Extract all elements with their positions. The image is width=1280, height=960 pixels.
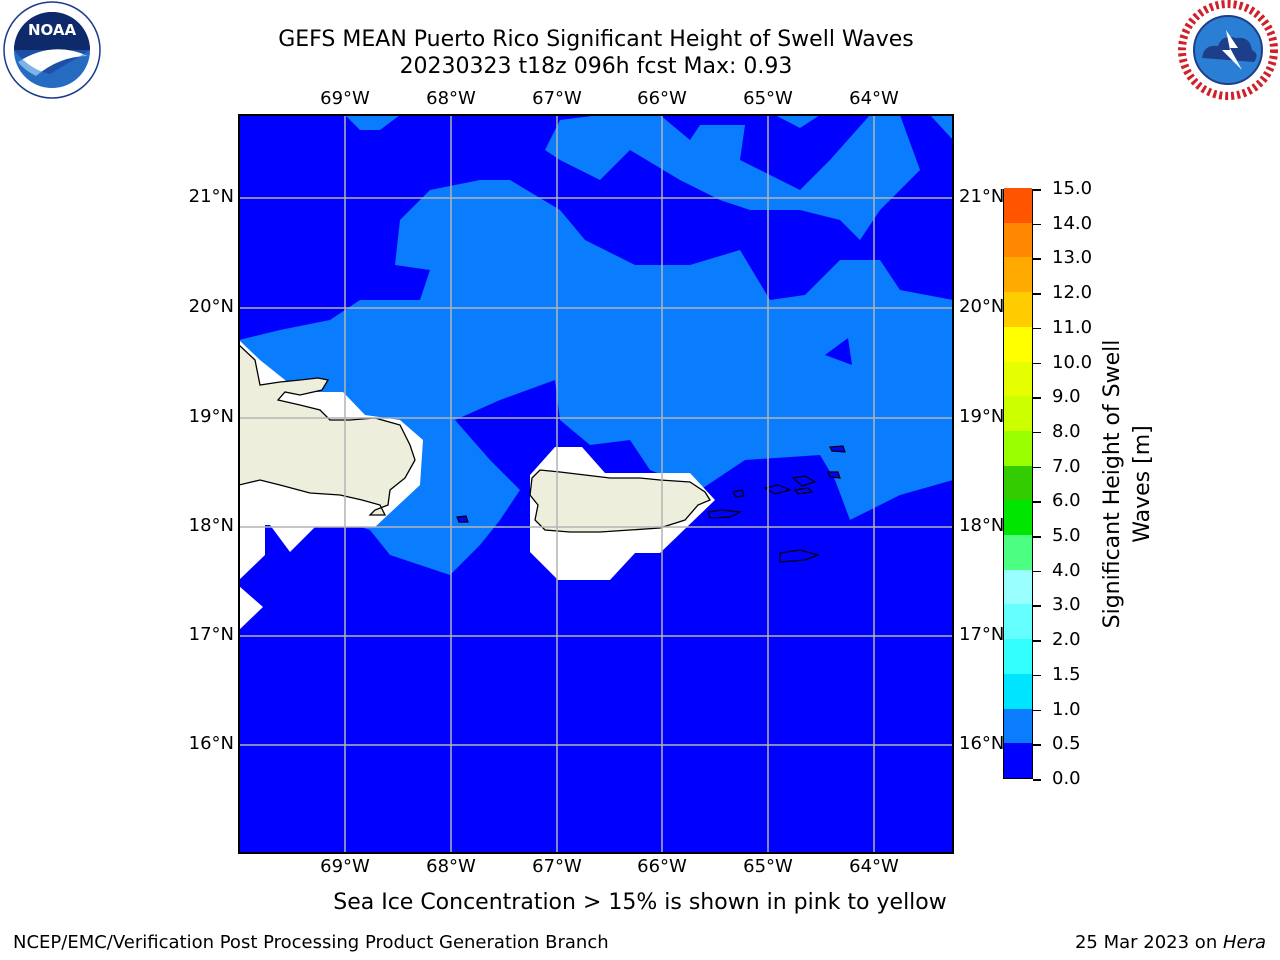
colorbar-segment <box>1004 222 1032 258</box>
lat-label-left: 18°N <box>188 515 234 536</box>
colorbar-tick <box>1033 293 1041 295</box>
colorbar-tick <box>1033 223 1041 226</box>
colorbar-tick-label: 0.0 <box>1052 768 1081 789</box>
colorbar-tick <box>1033 674 1041 677</box>
nws-logo <box>1178 0 1278 100</box>
chart-subtitle: 20230323 t18z 096h fcst Max: 0.93 <box>399 54 793 79</box>
chart-title: GEFS MEAN Puerto Rico Significant Height… <box>278 27 914 52</box>
colorbar-tick <box>1033 431 1041 434</box>
colorbar-tick-label: 4.0 <box>1052 559 1081 581</box>
colorbar-segment <box>1004 395 1032 431</box>
colorbar-segment <box>1004 465 1032 501</box>
colorbar-segment <box>1004 187 1032 223</box>
colorbar-segment <box>1004 742 1032 778</box>
colorbar-tick-label: 8.0 <box>1052 420 1081 442</box>
colorbar-tick <box>1033 779 1041 781</box>
footer-date-text: 25 Mar 2023 on <box>1074 932 1223 953</box>
colorbar-tick-label: 14.0 <box>1052 212 1093 234</box>
colorbar-tick-label: 10.0 <box>1052 351 1093 373</box>
colorbar-tick <box>1033 362 1041 365</box>
colorbar-segment <box>1004 326 1032 362</box>
colorbar-tick <box>1033 501 1041 503</box>
lon-label-top: 64°W <box>849 88 899 109</box>
colorbar-tick <box>1033 327 1041 330</box>
colorbar-segment <box>1004 708 1032 744</box>
colorbar-segment <box>1004 361 1032 397</box>
colorbar-tick-label: 0.5 <box>1052 733 1081 755</box>
lon-label-top: 68°W <box>426 88 476 109</box>
lon-label-bottom: 65°W <box>743 856 793 877</box>
colorbar-tick <box>1033 258 1041 260</box>
colorbar-title-line1: Significant Height of Swell <box>1100 339 1125 629</box>
colorbar-tick <box>1033 189 1041 191</box>
lon-label-bottom: 67°W <box>532 856 582 877</box>
colorbar-tick-label: 9.0 <box>1052 386 1081 408</box>
colorbar-tick-label: 5.0 <box>1052 525 1081 547</box>
colorbar-segment <box>1004 638 1032 674</box>
lat-label-left: 16°N <box>188 733 234 754</box>
colorbar-tick <box>1033 536 1041 538</box>
noaa-logo: NOAA <box>3 1 101 99</box>
colorbar-segment <box>1004 430 1032 466</box>
lat-label-left: 19°N <box>188 406 234 427</box>
svg-text:NOAA: NOAA <box>28 21 77 39</box>
colorbar-tick <box>1033 640 1041 642</box>
lat-label-right: 20°N <box>959 296 1005 317</box>
colorbar-tick-label: 15.0 <box>1052 178 1093 199</box>
colorbar-segment <box>1004 534 1032 570</box>
lat-label-right: 18°N <box>959 515 1005 536</box>
footer-date: 25 Mar 2023 on Hera <box>1075 932 1266 953</box>
lon-label-bottom: 64°W <box>849 856 899 877</box>
colorbar-tick-label: 11.0 <box>1052 316 1093 338</box>
hispaniola-land <box>239 344 416 516</box>
lon-label-bottom: 66°W <box>637 856 687 877</box>
gridlines <box>239 115 953 853</box>
lon-label-bottom: 69°W <box>320 856 370 877</box>
colorbar-tick <box>1033 709 1041 712</box>
sea-ice-note: Sea Ice Concentration > 15% is shown in … <box>333 890 947 915</box>
lat-label-right: 19°N <box>959 406 1005 427</box>
colorbar-tick-label: 1.0 <box>1052 698 1081 720</box>
lon-label-top: 67°W <box>532 88 582 109</box>
lat-label-left: 21°N <box>188 186 234 207</box>
colorbar-tick <box>1033 397 1041 399</box>
footer-branch: NCEP/EMC/Verification Post Processing Pr… <box>13 932 609 953</box>
colorbar-tick-label: 13.0 <box>1052 247 1093 269</box>
colorbar-tick-label: 2.0 <box>1052 629 1081 651</box>
lat-label-right: 21°N <box>959 186 1005 207</box>
colorbar-segment <box>1004 499 1032 536</box>
lat-label-left: 20°N <box>188 296 234 317</box>
map-frame <box>238 114 954 854</box>
colorbar-tick <box>1033 570 1041 573</box>
footer-host: Hera <box>1222 932 1266 953</box>
colorbar-title: Significant Height of Swell Waves [m] <box>1098 340 1158 629</box>
colorbar-title-line2: Waves [m] <box>1130 425 1155 543</box>
lat-label-left: 17°N <box>188 624 234 645</box>
puerto-rico-land <box>529 469 711 533</box>
colorbar-tick <box>1033 605 1041 607</box>
colorbar-tick-label: 12.0 <box>1052 282 1093 304</box>
lat-label-right: 17°N <box>959 624 1005 645</box>
colorbar-tick-label: 6.0 <box>1052 490 1081 512</box>
colorbar-segment <box>1004 569 1032 605</box>
colorbar-tick <box>1033 466 1041 469</box>
colorbar-tick-label: 1.5 <box>1052 663 1081 685</box>
lon-label-top: 69°W <box>320 88 370 109</box>
colorbar-tick-label: 3.0 <box>1052 594 1081 616</box>
colorbar <box>1003 187 1033 779</box>
lon-label-top: 65°W <box>743 88 793 109</box>
lat-label-right: 16°N <box>959 733 1005 754</box>
lon-label-top: 66°W <box>637 88 687 109</box>
colorbar-segment <box>1004 291 1032 327</box>
colorbar-segment <box>1004 256 1032 293</box>
lon-label-bottom: 68°W <box>426 856 476 877</box>
colorbar-segment <box>1004 673 1032 709</box>
colorbar-tick-label: 7.0 <box>1052 455 1081 477</box>
colorbar-tick <box>1033 744 1041 746</box>
colorbar-segment <box>1004 603 1032 640</box>
